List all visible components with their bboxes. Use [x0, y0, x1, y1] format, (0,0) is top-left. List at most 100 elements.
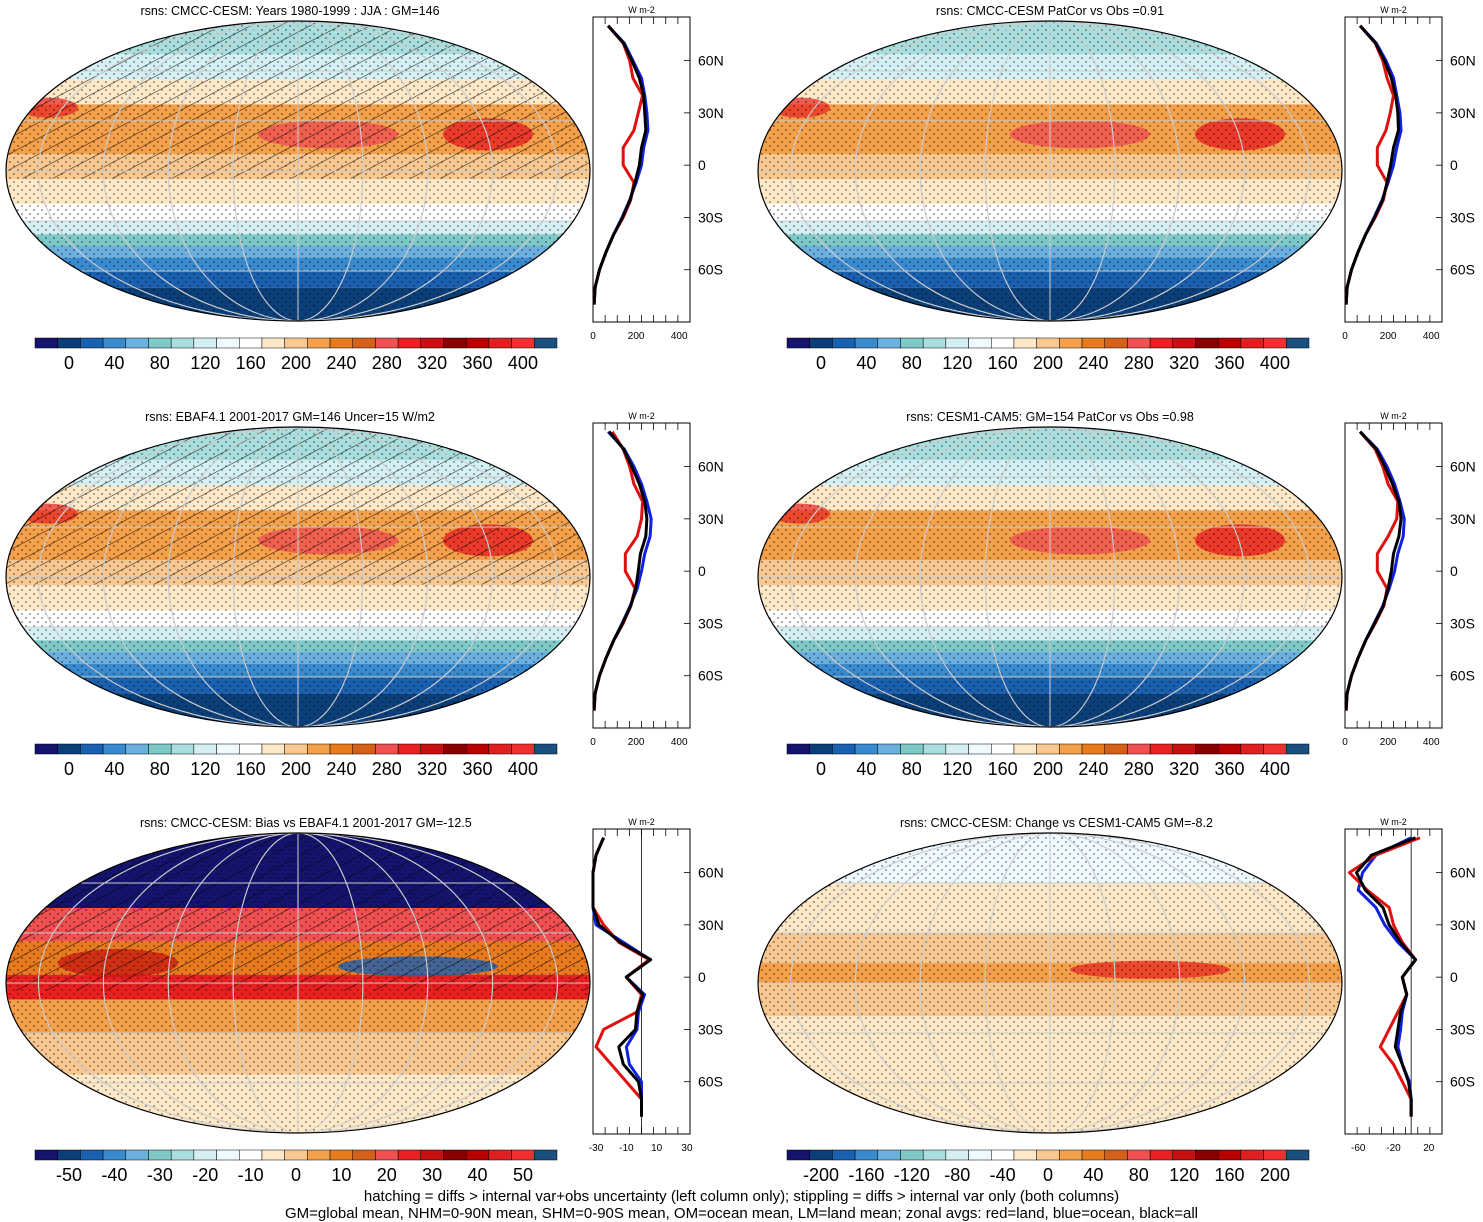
colorbar-swatch	[171, 744, 194, 754]
colorbar-label: 80	[1129, 1165, 1149, 1185]
colorbar-label: 360	[1215, 759, 1245, 779]
zonal-xtick-label: 200	[628, 737, 645, 748]
colorbar-swatch	[35, 338, 58, 348]
colorbar-label: 0	[816, 353, 826, 373]
colorbar-swatch	[1127, 338, 1150, 348]
zonal-lat-label: 30S	[698, 209, 723, 225]
colorbar-swatch	[466, 744, 489, 754]
colorbar-swatch	[35, 1150, 58, 1160]
colorbar-swatch	[1150, 1150, 1173, 1160]
colorbar-label: -80	[944, 1165, 970, 1185]
map-field	[758, 427, 1342, 727]
zonal-xtick-label: -30	[589, 1143, 604, 1154]
colorbar-swatch	[1105, 1150, 1128, 1160]
zonal-xtick-label: 20	[1423, 1143, 1435, 1154]
colorbar-swatch	[946, 744, 969, 754]
colorbar-swatch	[787, 338, 810, 348]
colorbar-label: 280	[372, 759, 402, 779]
zonal-units-label: W m-2	[628, 411, 655, 421]
zonal-xtick-label: 200	[1380, 331, 1397, 342]
map-field	[758, 21, 1342, 321]
zonal-lat-label: 0	[1450, 563, 1458, 579]
colorbar-swatch	[946, 338, 969, 348]
colorbar-swatch	[307, 1150, 330, 1160]
zonal-xtick-label: 200	[1380, 737, 1397, 748]
colorbar-swatch	[398, 744, 421, 754]
zonal-xtick-label: 400	[1423, 737, 1440, 748]
zonal-xtick-label: 0	[590, 331, 596, 342]
colorbar-swatch	[1105, 744, 1128, 754]
colorbar-swatch	[1059, 338, 1082, 348]
colorbar-swatch	[1264, 338, 1287, 348]
colorbar-swatch	[103, 338, 126, 348]
colorbar-label: 120	[190, 759, 220, 779]
zonal-xtick-label: 200	[628, 331, 645, 342]
colorbar-swatch	[1105, 338, 1128, 348]
colorbar-swatch	[991, 744, 1014, 754]
colorbar-swatch	[1218, 338, 1241, 348]
colorbar-label: 120	[1169, 1165, 1199, 1185]
zonal-lat-label: 60N	[698, 459, 724, 475]
zonal-lat-label: 30N	[698, 511, 724, 527]
colorbar-swatch	[35, 744, 58, 754]
colorbar-label: 40	[856, 759, 876, 779]
colorbar-swatch	[991, 1150, 1014, 1160]
colorbar-swatch	[262, 338, 285, 348]
colorbar-swatch	[330, 338, 353, 348]
colorbar-swatch	[832, 1150, 855, 1160]
colorbar-label: 360	[1215, 353, 1245, 373]
colorbar-swatch	[1286, 744, 1309, 754]
colorbar-swatch	[375, 744, 398, 754]
colorbar-swatch	[1082, 338, 1105, 348]
colorbar-swatch	[1059, 744, 1082, 754]
colorbar-label: 240	[326, 759, 356, 779]
colorbar-swatch	[375, 338, 398, 348]
colorbar-swatch	[512, 744, 535, 754]
colorbar-swatch	[991, 338, 1014, 348]
zonal-xtick-label: 400	[671, 331, 688, 342]
colorbar-swatch	[1173, 1150, 1196, 1160]
colorbar-swatch	[466, 338, 489, 348]
colorbar-swatch	[489, 338, 512, 348]
colorbar-swatch	[148, 744, 171, 754]
colorbar-label: 360	[463, 353, 493, 373]
colorbar-label: 320	[417, 353, 447, 373]
colorbar-swatch	[217, 744, 240, 754]
colorbar-label: -120	[894, 1165, 930, 1185]
colorbar-swatch	[80, 338, 103, 348]
colorbar-swatch	[466, 1150, 489, 1160]
colorbar-swatch	[1196, 744, 1219, 754]
colorbar-swatch	[421, 744, 444, 754]
zonal-lat-label: 60S	[1450, 1074, 1475, 1090]
map-field	[758, 833, 1342, 1133]
colorbar-swatch	[444, 1150, 467, 1160]
colorbar-swatch	[534, 1150, 557, 1160]
zonal-lat-label: 30S	[1450, 209, 1475, 225]
colorbar-swatch	[787, 1150, 810, 1160]
zonal-xtick-label: 400	[671, 737, 688, 748]
colorbar-swatch	[217, 338, 240, 348]
colorbar-swatch	[1014, 1150, 1037, 1160]
zonal-lat-label: 0	[698, 157, 706, 173]
footer-line-1: hatching = diffs > internal var+obs unce…	[0, 1188, 1483, 1205]
colorbar-swatch	[1037, 744, 1060, 754]
zonal-lat-label: 30S	[698, 615, 723, 631]
footer-line-2: GM=global mean, NHM=0-90N mean, SHM=0-90…	[0, 1205, 1483, 1222]
colorbar-swatch	[1037, 1150, 1060, 1160]
colorbar-label: 0	[291, 1165, 301, 1185]
zonal-lat-label: 0	[698, 969, 706, 985]
colorbar-swatch	[534, 744, 557, 754]
colorbar-swatch	[126, 338, 149, 348]
zonal-lat-label: 30N	[1450, 917, 1476, 933]
colorbar-label: 240	[1078, 759, 1108, 779]
colorbar-swatch	[1014, 744, 1037, 754]
colorbar-label: 240	[326, 353, 356, 373]
colorbar-swatch	[946, 1150, 969, 1160]
zonal-lat-label: 60N	[698, 865, 724, 881]
colorbar-swatch	[307, 338, 330, 348]
colorbar-swatch	[285, 1150, 308, 1160]
zonal-lat-label: 60S	[1450, 262, 1475, 278]
